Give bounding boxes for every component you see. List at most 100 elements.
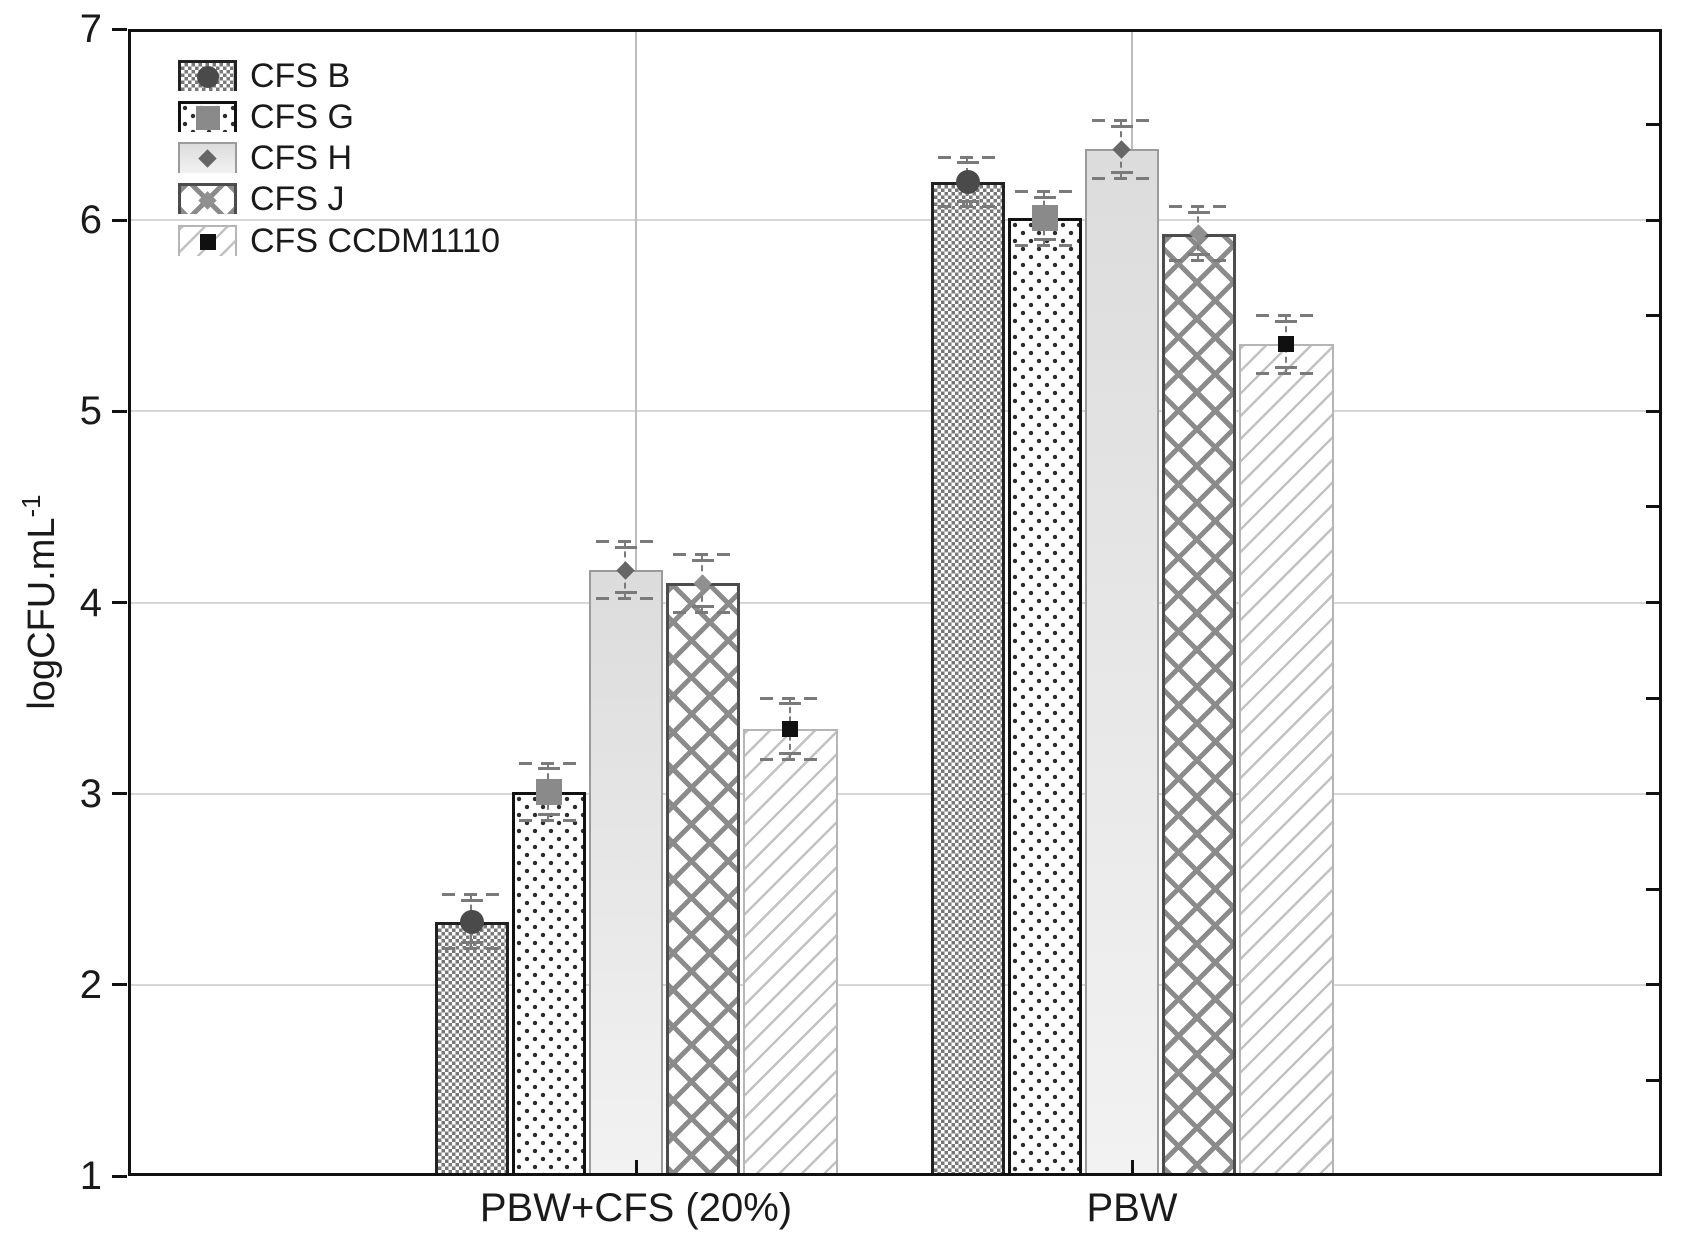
legend-label-cfs-h: CFS H — [250, 139, 352, 177]
error-bar-lower-inner-cap-cfs-ccdm1110 — [779, 752, 801, 756]
legend-marker-cfs-g — [195, 106, 220, 130]
error-bar-upper-cap-cfs-ccdm1110 — [1256, 314, 1316, 318]
plot-area — [128, 29, 1662, 1176]
legend-swatch-cfs-g — [178, 101, 237, 132]
legend-swatch-cfs-ccdm1110 — [178, 225, 237, 256]
legend-label-cfs-ccdm1110: CFS CCDM1110 — [250, 222, 501, 260]
error-bar-lower-inner-cap-cfs-g — [1033, 237, 1056, 241]
error-bar-lower-cap-cfs-h — [595, 597, 656, 601]
error-bar-upper-cap-cfs-b — [441, 893, 502, 897]
error-bar-lower-inner-cap-cfs-j — [1187, 253, 1210, 257]
x-axis-tick — [634, 1160, 638, 1173]
y-axis-right-tick — [1646, 314, 1659, 318]
error-bar-lower-cap-cfs-ccdm1110 — [760, 757, 820, 761]
grid-line — [131, 601, 1659, 604]
error-bar-lower-inner-cap-cfs-h — [614, 591, 637, 595]
error-bar-upper-inner-cap-cfs-h — [1110, 124, 1133, 128]
y-tick-label: 4 — [79, 580, 102, 625]
y-tick-label: 7 — [79, 7, 102, 51]
legend-swatch-cfs-b — [178, 60, 237, 91]
y-axis-right-tick — [1646, 601, 1659, 604]
bar-cfs-g — [511, 791, 586, 1173]
error-bar-upper-cap-cfs-h — [1091, 119, 1152, 123]
legend-marker-cfs-b — [196, 66, 219, 88]
marker-cfs-g — [535, 778, 562, 805]
y-axis-right-tick — [1646, 505, 1659, 509]
error-bar-lower-cap-cfs-g — [518, 818, 579, 822]
error-bar-upper-inner-cap-cfs-ccdm1110 — [1275, 319, 1297, 323]
error-bar-upper-inner-cap-cfs-j — [1187, 211, 1210, 215]
y-axis-tick — [112, 218, 127, 222]
error-bar-upper-cap-cfs-b — [937, 155, 998, 159]
bar-cfs-ccdm1110 — [1238, 344, 1334, 1173]
y-axis-tick — [112, 983, 127, 987]
error-bar-upper-cap-cfs-ccdm1110 — [760, 696, 820, 700]
y-axis-tick — [112, 409, 127, 413]
y-axis-right-tick — [1646, 696, 1659, 700]
y-axis-right-tick — [1646, 123, 1659, 127]
y-axis-right-tick — [1646, 792, 1659, 796]
bar-cfs-h — [1084, 149, 1159, 1173]
error-bar-upper-inner-cap-cfs-h — [614, 545, 637, 549]
error-bar-lower-cap-cfs-h — [1091, 176, 1152, 180]
y-tick-label: 2 — [79, 962, 102, 1007]
legend-marker-cfs-h — [198, 149, 217, 168]
error-bar-upper-inner-cap-cfs-g — [537, 767, 560, 771]
marker-cfs-ccdm1110 — [782, 720, 798, 737]
error-bar-lower-inner-cap-cfs-j — [691, 604, 714, 608]
error-bar-upper-inner-cap-cfs-ccdm1110 — [779, 702, 801, 706]
error-bar-lower-inner-cap-cfs-ccdm1110 — [1275, 365, 1297, 369]
error-bar-lower-cap-cfs-b — [441, 947, 502, 950]
marker-cfs-b — [459, 909, 484, 934]
y-tick-label: 3 — [79, 771, 102, 816]
y-tick-label: 5 — [79, 389, 102, 434]
y-axis-tick — [112, 601, 127, 604]
y-axis-right-tick — [1646, 1078, 1659, 1082]
legend-label-cfs-j: CFS J — [250, 180, 345, 218]
y-axis-right-tick — [1646, 409, 1659, 413]
error-bar-upper-inner-cap-cfs-g — [1033, 195, 1056, 199]
error-bar-upper-inner-cap-cfs-b — [460, 899, 483, 903]
error-bar-upper-inner-cap-cfs-j — [691, 558, 714, 562]
error-bar-lower-cap-cfs-g — [1014, 243, 1075, 247]
legend-label-cfs-b: CFS B — [250, 57, 351, 95]
legend-swatch-cfs-h — [178, 142, 237, 173]
grid-line — [131, 219, 1659, 222]
x-axis-tick — [1130, 1160, 1134, 1173]
marker-cfs-g — [1031, 205, 1058, 232]
y-axis-right-tick — [1646, 983, 1659, 987]
error-bar-upper-cap-cfs-j — [672, 553, 733, 557]
error-bar-upper-cap-cfs-h — [595, 539, 656, 543]
error-bar-upper-cap-cfs-j — [1168, 205, 1229, 209]
bar-cfs-j — [1161, 233, 1236, 1173]
grid-line — [131, 983, 1659, 986]
y-tick-label: 6 — [79, 198, 102, 243]
error-bar-upper-cap-cfs-g — [518, 761, 579, 765]
error-bar-lower-cap-cfs-j — [1168, 258, 1229, 262]
y-tick-label: 1 — [79, 1154, 102, 1198]
grid-line — [131, 792, 1659, 795]
y-axis-right-tick — [1646, 218, 1659, 222]
error-bar-upper-inner-cap-cfs-b — [956, 161, 979, 165]
error-bar-lower-cap-cfs-j — [672, 610, 733, 614]
error-bar-lower-inner-cap-cfs-b — [460, 941, 483, 945]
bar-cfs-h — [588, 570, 663, 1173]
legend-marker-cfs-j — [198, 190, 217, 210]
bar-cfs-b — [930, 181, 1005, 1173]
marker-cfs-b — [955, 169, 980, 194]
error-bar-upper-cap-cfs-g — [1014, 189, 1075, 193]
x-category-label-pbw-cfs: PBW+CFS (20%) — [479, 1186, 793, 1230]
legend-marker-cfs-ccdm1110 — [199, 233, 216, 250]
marker-cfs-ccdm1110 — [1278, 336, 1294, 353]
bar-cfs-g — [1007, 218, 1082, 1173]
y-axis-right-tick — [1646, 887, 1659, 891]
error-bar-lower-inner-cap-cfs-h — [1110, 170, 1133, 174]
bar-cfs-b — [434, 921, 509, 1173]
y-axis-label-exponent: -1 — [16, 494, 47, 518]
grid-line — [131, 410, 1659, 413]
bar-cfs-ccdm1110 — [742, 728, 838, 1173]
x-category-label-pbw: PBW — [1086, 1186, 1178, 1230]
error-bar-lower-cap-cfs-b — [937, 205, 998, 209]
error-bar-lower-inner-cap-cfs-g — [537, 813, 560, 817]
